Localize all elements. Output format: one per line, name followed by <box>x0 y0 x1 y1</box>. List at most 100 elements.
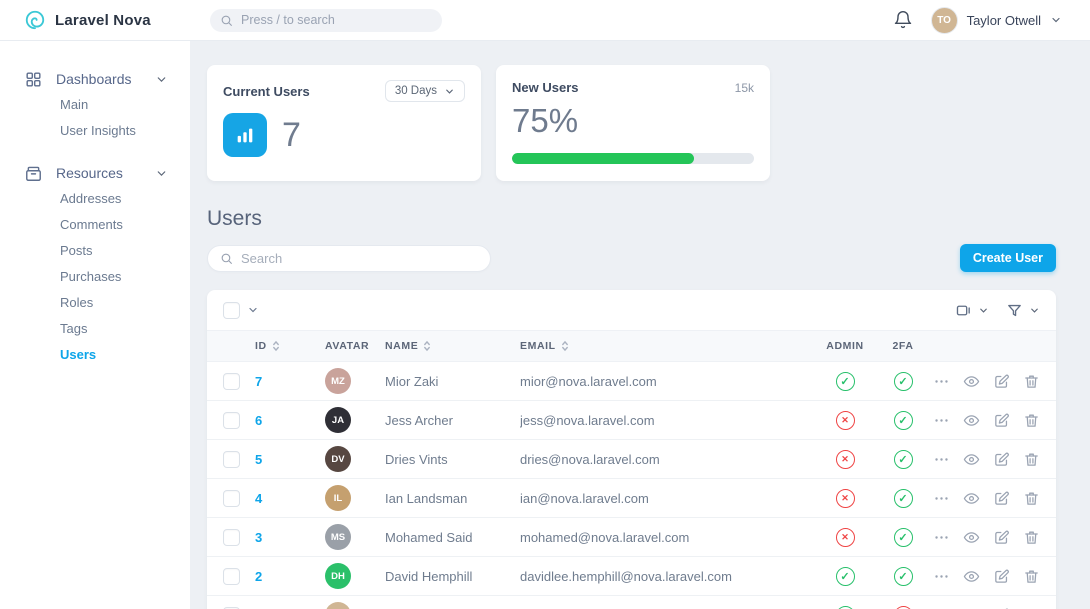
admin-status-icon <box>835 566 855 586</box>
twofa-status-icon <box>893 527 913 547</box>
sidebar-section-resources-header[interactable]: Resources <box>0 160 190 186</box>
admin-status-icon <box>835 527 855 547</box>
row-actions-ellipsis-icon[interactable] <box>933 529 950 546</box>
sidebar-section-label: Resources <box>56 165 123 181</box>
avatar: DV <box>325 446 351 472</box>
delete-trash-icon[interactable] <box>1023 373 1040 390</box>
view-options-dropdown[interactable] <box>955 302 989 319</box>
view-eye-icon[interactable] <box>963 529 980 546</box>
row-id-link[interactable]: 2 <box>255 568 263 584</box>
column-header-email[interactable]: EMAIL <box>520 340 815 352</box>
topbar: Laravel Nova TO Taylor Otwell <box>0 0 1090 41</box>
search-icon <box>221 253 232 264</box>
twofa-status-icon <box>893 488 913 508</box>
row-checkbox[interactable] <box>223 450 240 468</box>
chevron-down-icon <box>1031 308 1038 313</box>
row-checkbox[interactable] <box>223 489 240 507</box>
bell-icon[interactable] <box>893 10 913 30</box>
avatar: IL <box>325 485 351 511</box>
sidebar-section-dashboards: Dashboards Main User Insights <box>0 66 190 144</box>
laravel-nova-logo-icon <box>25 10 45 30</box>
new-users-card: New Users 15k 75% <box>496 65 770 181</box>
row-actions-ellipsis-icon[interactable] <box>933 568 950 585</box>
edit-pencil-icon[interactable] <box>993 529 1010 546</box>
archive-box-icon <box>26 166 41 181</box>
table-row: 1 TO Taylor Otwell taylor@nova.laravel.c… <box>207 596 1056 609</box>
row-email: taylor@nova.laravel.com <box>520 608 815 609</box>
new-users-percent: 75% <box>512 102 579 139</box>
global-search-input[interactable] <box>241 13 432 27</box>
sidebar-item-roles[interactable]: Roles <box>60 295 94 310</box>
row-id-link[interactable]: 5 <box>255 451 263 467</box>
delete-trash-icon[interactable] <box>1023 451 1040 468</box>
row-id-link[interactable]: 7 <box>255 373 263 389</box>
column-header-name[interactable]: NAME <box>385 340 520 352</box>
brand[interactable]: Laravel Nova <box>0 9 190 31</box>
sidebar: Dashboards Main User Insights Resources … <box>0 41 190 609</box>
sidebar-item-users[interactable]: Users <box>60 347 97 362</box>
twofa-status-icon <box>893 449 913 469</box>
row-name: Taylor Otwell <box>385 608 520 609</box>
edit-pencil-icon[interactable] <box>993 451 1010 468</box>
view-eye-icon[interactable] <box>963 373 980 390</box>
bar-chart-icon <box>223 113 267 157</box>
row-actions-ellipsis-icon[interactable] <box>933 490 950 507</box>
range-select[interactable]: 30 Days <box>384 80 465 102</box>
view-eye-icon[interactable] <box>963 412 980 429</box>
delete-trash-icon[interactable] <box>1023 568 1040 585</box>
view-eye-icon[interactable] <box>963 451 980 468</box>
resource-search-input[interactable] <box>241 250 478 266</box>
chevron-down-icon[interactable] <box>247 304 259 316</box>
table-row: 4 IL Ian Landsman ian@nova.laravel.com <box>207 479 1056 518</box>
create-user-button[interactable]: Create User <box>959 244 1056 272</box>
avatar: MZ <box>325 368 351 394</box>
sidebar-item-user-insights[interactable]: User Insights <box>60 123 136 138</box>
select-all-checkbox[interactable] <box>223 301 240 319</box>
delete-trash-icon[interactable] <box>1023 490 1040 507</box>
column-header-id[interactable]: ID <box>255 340 325 352</box>
delete-trash-icon[interactable] <box>1023 529 1040 546</box>
row-checkbox[interactable] <box>223 372 240 390</box>
row-name: Mior Zaki <box>385 373 439 389</box>
sidebar-section-resources: Resources Addresses Comments Posts Purch… <box>0 160 190 368</box>
row-id-link[interactable]: 1 <box>255 608 325 609</box>
table-header: ID AVATAR NAME EMAIL ADMIN 2FA <box>207 330 1056 362</box>
row-actions-ellipsis-icon[interactable] <box>933 412 950 429</box>
sidebar-item-comments[interactable]: Comments <box>60 217 123 232</box>
row-checkbox[interactable] <box>223 528 240 546</box>
edit-pencil-icon[interactable] <box>993 568 1010 585</box>
row-id-link[interactable]: 4 <box>255 490 263 506</box>
row-checkbox[interactable] <box>223 411 240 429</box>
sidebar-item-main[interactable]: Main <box>60 97 89 112</box>
chevron-down-icon <box>157 76 166 82</box>
delete-trash-icon[interactable] <box>1023 412 1040 429</box>
edit-pencil-icon[interactable] <box>993 373 1010 390</box>
filter-funnel-icon <box>1008 304 1021 316</box>
row-id-link[interactable]: 6 <box>255 412 263 428</box>
sidebar-item-addresses[interactable]: Addresses <box>60 191 122 206</box>
admin-status-icon <box>835 449 855 469</box>
resource-search[interactable] <box>207 244 491 272</box>
sidebar-item-purchases[interactable]: Purchases <box>60 269 122 284</box>
global-search[interactable] <box>210 8 442 32</box>
user-menu[interactable]: TO Taylor Otwell <box>930 6 1062 34</box>
view-eye-icon[interactable] <box>963 490 980 507</box>
filter-dropdown[interactable] <box>1006 302 1040 319</box>
edit-pencil-icon[interactable] <box>993 490 1010 507</box>
sidebar-item-posts[interactable]: Posts <box>60 243 93 258</box>
view-eye-icon[interactable] <box>963 568 980 585</box>
row-actions-ellipsis-icon[interactable] <box>933 451 950 468</box>
row-email: mohamed@nova.laravel.com <box>520 529 690 545</box>
avatar: TO <box>325 602 351 609</box>
row-name: Mohamed Said <box>385 529 473 545</box>
sort-arrows-icon <box>561 340 568 352</box>
user-avatar: TO <box>930 6 958 34</box>
sidebar-section-dashboards-header[interactable]: Dashboards <box>0 66 190 92</box>
row-id-link[interactable]: 3 <box>255 529 263 545</box>
row-checkbox[interactable] <box>223 567 240 585</box>
sidebar-item-tags[interactable]: Tags <box>60 321 88 336</box>
row-name: Ian Landsman <box>385 490 468 506</box>
twofa-status-icon <box>893 605 913 609</box>
row-actions-ellipsis-icon[interactable] <box>933 373 950 390</box>
edit-pencil-icon[interactable] <box>993 412 1010 429</box>
